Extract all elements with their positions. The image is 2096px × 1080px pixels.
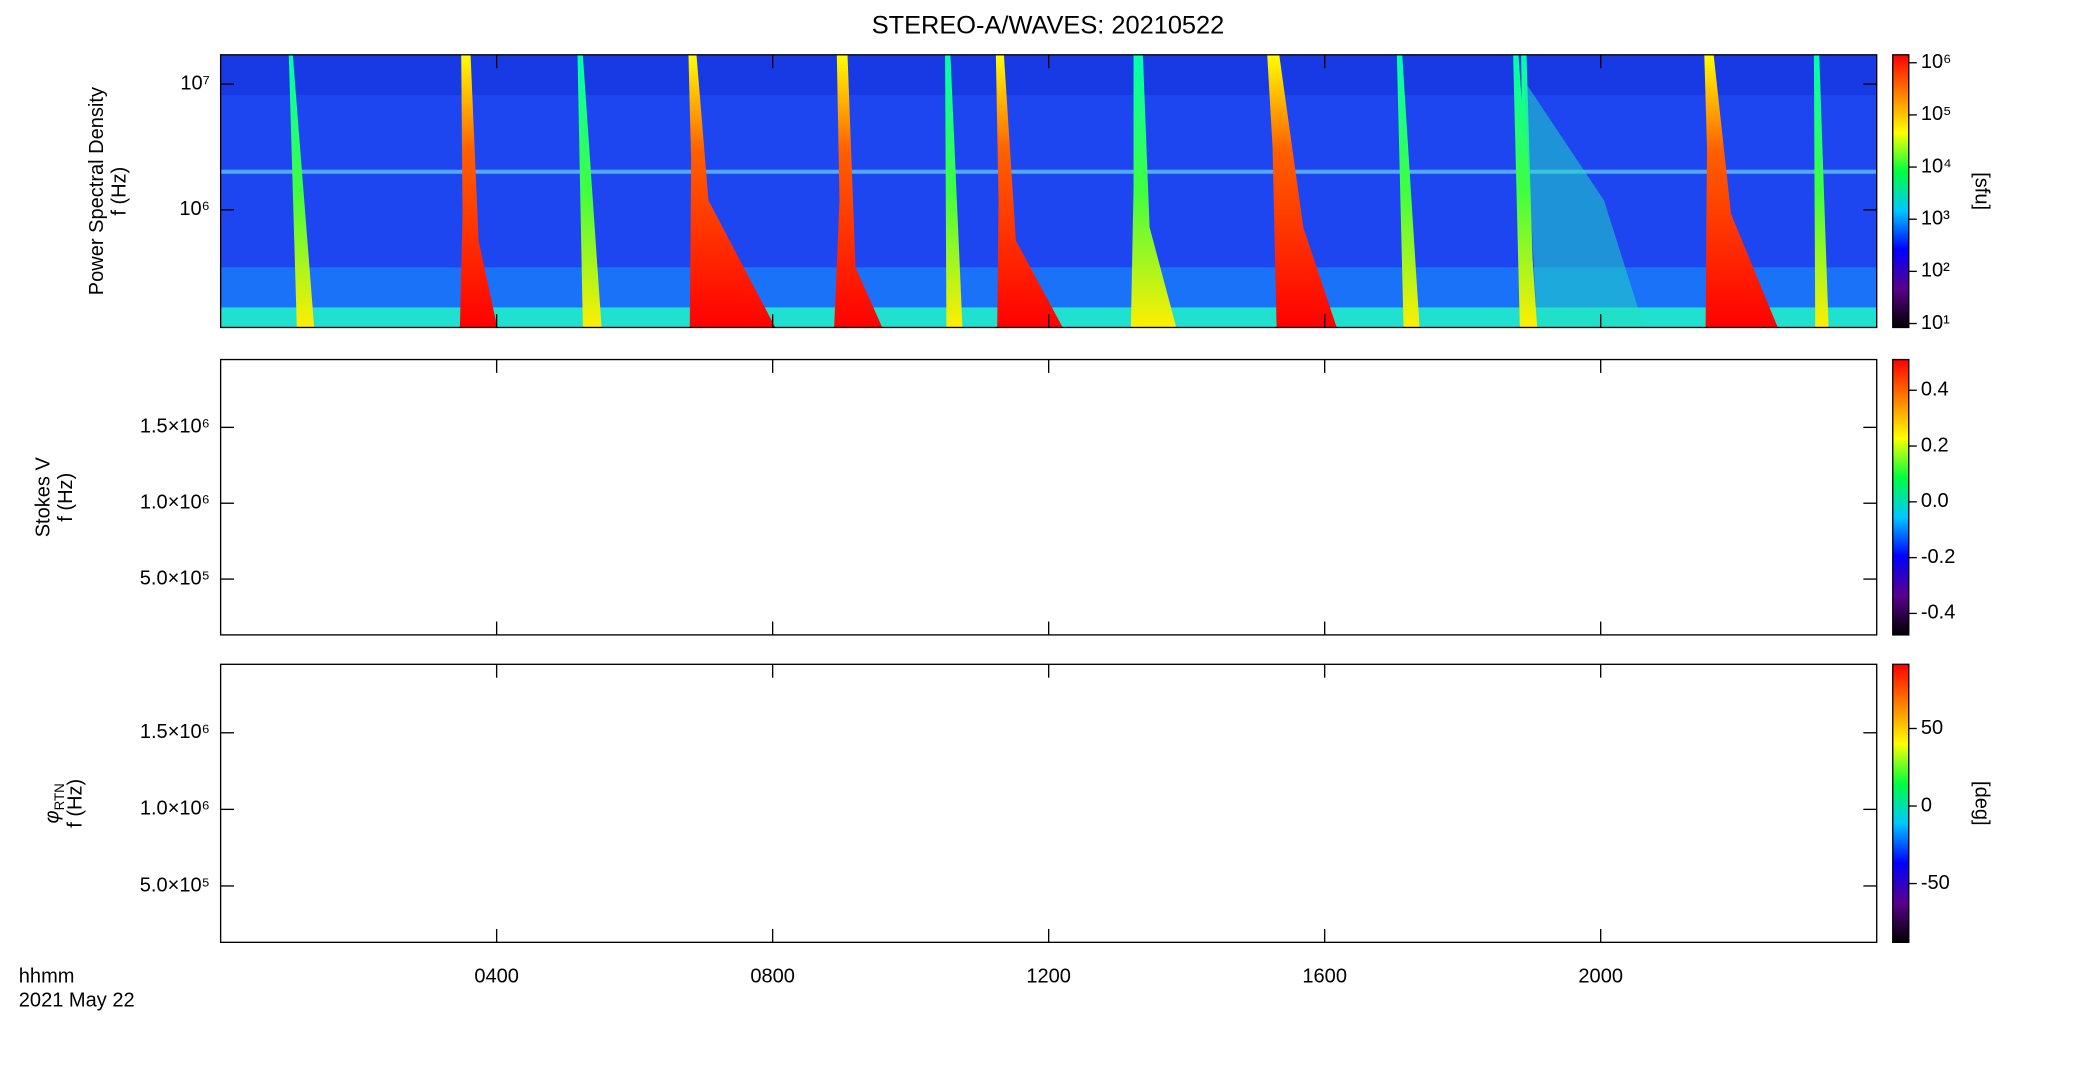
y-axis-label: f (Hz) [65, 779, 87, 828]
colorbar [1892, 54, 1910, 329]
colorbar-tick-label: 0.0 [1921, 490, 1949, 512]
x-tick-label: 0400 [474, 965, 519, 987]
y-axis-label-subscript: RTN [52, 783, 67, 810]
colorbar-tick-label: -0.4 [1921, 602, 1956, 624]
y-tick-label: 1.5×10⁶ [140, 721, 210, 743]
chart-title: STEREO-A/WAVES: 20210522 [872, 11, 1225, 39]
y-axis-label: φRTN [42, 783, 67, 823]
x-axis-label: 2021 May 22 [19, 989, 135, 1011]
x-tick-label: 2000 [1578, 965, 1623, 987]
colorbar-label: [sfu] [1971, 172, 1993, 210]
y-axis-label: f (Hz) [109, 167, 131, 216]
y-tick-label: 5.0×10⁵ [140, 874, 210, 896]
colorbar-tick-label: 0 [1921, 794, 1932, 816]
colorbar [1892, 358, 1910, 636]
y-axis-label-symbol: φ [42, 810, 64, 823]
colorbar-tick-label: 50 [1921, 717, 1943, 739]
plot-frame [219, 358, 1878, 636]
colorbar-tick-label: 10² [1921, 260, 1950, 282]
colorbar-tick-label: 10³ [1921, 208, 1950, 230]
x-tick-label: 0800 [750, 965, 795, 987]
spectrogram [220, 54, 1877, 328]
colorbar-tick-label: -50 [1921, 872, 1950, 894]
x-tick-label: 1600 [1302, 965, 1347, 987]
y-axis-label: Stokes V [32, 457, 54, 538]
colorbar [1892, 663, 1910, 943]
y-axis-label: f (Hz) [55, 473, 77, 522]
colorbar-tick-label: 10⁴ [1921, 155, 1952, 177]
colorbar-tick-label: 0.2 [1921, 434, 1949, 456]
colorbar-label: [deg] [1971, 781, 1993, 826]
colorbar-tick-label: 10⁶ [1921, 51, 1952, 73]
colorbar-tick-label: 0.4 [1921, 379, 1949, 401]
colorbar-tick-label: -0.2 [1921, 546, 1956, 568]
y-tick-label: 1.0×10⁶ [140, 798, 210, 820]
y-axis-label: Power Spectral Density [86, 87, 108, 295]
y-tick-label: 1.0×10⁶ [140, 492, 210, 514]
y-tick-label: 1.5×10⁶ [140, 416, 210, 438]
y-tick-label: 10⁶ [179, 198, 210, 220]
x-tick-label: 1200 [1026, 965, 1071, 987]
plot-frame [219, 663, 1878, 943]
colorbar-tick-label: 10⁵ [1921, 103, 1952, 125]
x-axis-label: hhmm [19, 965, 75, 987]
y-tick-label: 10⁷ [180, 72, 210, 94]
colorbar-tick-label: 10¹ [1921, 312, 1950, 334]
y-tick-label: 5.0×10⁵ [140, 567, 210, 589]
